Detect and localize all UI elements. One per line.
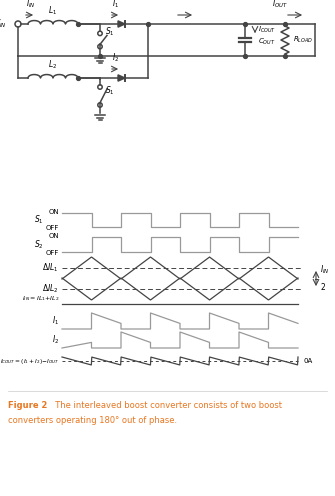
Text: $I_2$: $I_2$: [113, 52, 120, 64]
Polygon shape: [118, 21, 125, 27]
Text: $S_1$: $S_1$: [105, 26, 115, 38]
Text: The interleaved boost converter consists of two boost: The interleaved boost converter consists…: [50, 401, 282, 410]
Text: ON: ON: [48, 233, 59, 239]
Text: OFF: OFF: [46, 225, 59, 231]
Text: $I_{IN}$: $I_{IN}$: [320, 264, 330, 276]
Text: $L_1$: $L_1$: [49, 4, 58, 17]
Text: $2$: $2$: [320, 281, 326, 292]
Text: Figure 2: Figure 2: [8, 401, 47, 410]
Text: converters operating 180° out of phase.: converters operating 180° out of phase.: [8, 416, 177, 425]
Text: $I_{IN}$$=$$IL_1$$+$$IL_2$: $I_{IN}$$=$$IL_1$$+$$IL_2$: [21, 294, 59, 303]
Text: $S_1$: $S_1$: [34, 214, 44, 226]
Text: $R_{LOAD}$: $R_{LOAD}$: [293, 35, 313, 45]
Text: ON: ON: [48, 209, 59, 215]
Text: $S_1$: $S_1$: [105, 85, 115, 97]
Text: OFF: OFF: [46, 250, 59, 256]
Text: $\Delta IL_2$: $\Delta IL_2$: [43, 283, 59, 295]
Text: $I_{COUT}$$=$$(I_1+I_2)$$-$$I_{OUT}$: $I_{COUT}$$=$$(I_1+I_2)$$-$$I_{OUT}$: [0, 358, 59, 367]
Text: $S_2$: $S_2$: [34, 238, 44, 251]
Text: $I_2$: $I_2$: [52, 334, 59, 346]
Text: $I_1$: $I_1$: [113, 0, 120, 10]
Text: $I_1$: $I_1$: [52, 315, 59, 327]
Text: $I_{IN}$: $I_{IN}$: [26, 0, 36, 10]
Text: $C_{OUT}$: $C_{OUT}$: [258, 37, 276, 47]
Text: $\Delta IL_1$: $\Delta IL_1$: [43, 262, 59, 274]
Text: $I_{COUT}$: $I_{COUT}$: [258, 25, 276, 35]
Text: $V_{IN}$: $V_{IN}$: [0, 18, 7, 30]
Polygon shape: [118, 75, 125, 81]
Text: 0A: 0A: [303, 358, 312, 364]
Text: $I_{OUT}$: $I_{OUT}$: [272, 0, 288, 10]
Text: $L_2$: $L_2$: [49, 59, 58, 71]
